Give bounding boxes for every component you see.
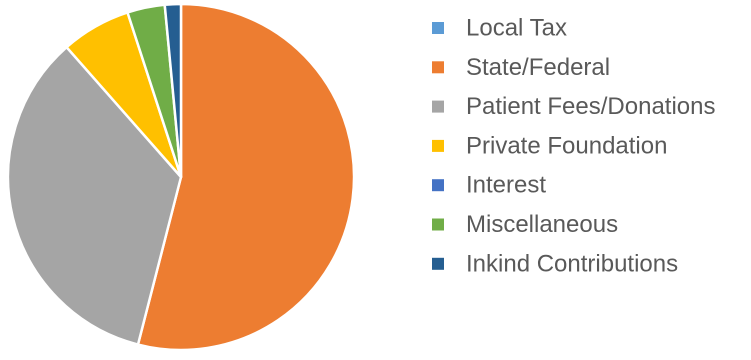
legend: Local Tax State/Federal Patient Fees/Donat… [432,15,715,277]
legend-item-patient-fees-donations: Patient Fees/Donations [432,93,715,120]
legend-item-local-tax: Local Tax [432,15,567,42]
legend-swatch-inkind-contributions [432,257,444,270]
legend-item-private-foundation: Private Foundation [432,132,667,159]
legend-label-interest: Interest [466,172,546,199]
legend-swatch-miscellaneous [432,218,444,231]
legend-swatch-private-foundation [432,139,444,152]
legend-label-local-tax: Local Tax [466,15,567,42]
legend-item-miscellaneous: Miscellaneous [432,211,618,238]
legend-swatch-interest [432,179,444,192]
legend-item-interest: Interest [432,172,546,199]
pie-slice-patient-fees-donations [6,45,183,346]
legend-item-inkind-contributions: Inkind Contributions [432,250,678,277]
pie-slices [6,2,356,352]
legend-label-private-foundation: Private Foundation [466,132,667,159]
legend-swatch-patient-fees-donations [432,100,444,113]
legend-swatch-local-tax [432,22,444,34]
legend-label-miscellaneous: Miscellaneous [466,211,618,238]
legend-label-patient-fees-donations: Patient Fees/Donations [466,93,715,120]
pie-slice-state-federal [136,2,356,352]
legend-label-inkind-contributions: Inkind Contributions [466,250,678,277]
legend-swatch-state-federal [432,61,444,74]
legend-label-state-federal: State/Federal [466,54,610,81]
pie-slice-inkind-contributions [163,2,183,179]
legend-item-state-federal: State/Federal [432,54,610,81]
